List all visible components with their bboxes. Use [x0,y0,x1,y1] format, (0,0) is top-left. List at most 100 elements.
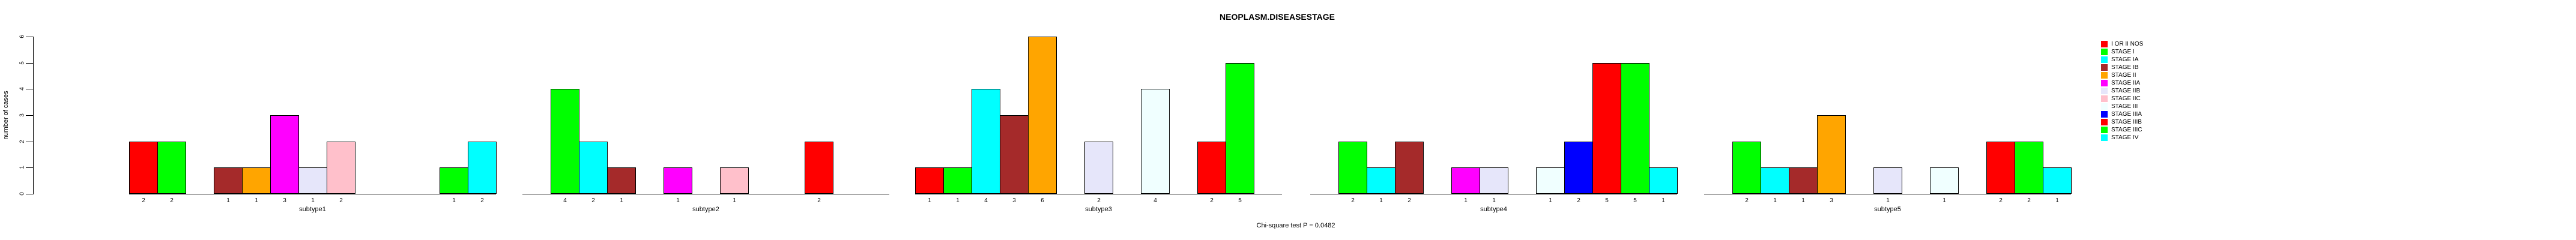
bar-count-label: 1 [1549,197,1552,204]
chi-square-annotation: Chi-square test P = 0.0482 [1256,222,1335,229]
bar-count-label: 5 [1605,197,1609,204]
bar-count-label: 2 [1097,197,1101,204]
y-axis-tick-label: 2 [19,140,26,143]
legend-label: STAGE IA [2111,56,2139,63]
bar [157,142,186,194]
bar [1649,167,1678,194]
y-axis-tick-label: 1 [19,166,26,169]
legend-label: STAGE I [2111,49,2135,55]
legend-label: STAGE IIIB [2111,119,2142,125]
bar [1621,63,1649,194]
bar-count-label: 2 [1999,197,2003,204]
bar [972,89,1000,194]
bar-count-label: 1 [928,197,931,204]
legend-label: STAGE IB [2111,64,2139,71]
legend-label: STAGE IIB [2111,88,2141,94]
legend-swatch [2101,127,2108,133]
bar [1564,142,1593,194]
legend-swatch [2101,56,2108,63]
bar [1000,115,1029,194]
legend-label: STAGE IIA [2111,80,2141,86]
bar-count-label: 2 [1745,197,1749,204]
legend-label: I OR II NOS [2111,41,2144,47]
bar-count-label: 2 [1577,197,1580,204]
bar [298,167,327,194]
bar [1930,167,1959,194]
legend-swatch [2101,49,2108,55]
bar-count-label: 1 [1943,197,1946,204]
bar-count-label: 1 [1379,197,1383,204]
bar-count-label: 1 [1492,197,1496,204]
legend-label: STAGE IIIA [2111,111,2142,118]
bar [214,167,243,194]
bar [440,167,468,194]
legend-label: STAGE II [2111,72,2136,79]
bar [915,167,944,194]
bar [1761,167,1789,194]
bar [1367,167,1395,194]
y-axis-tick [26,167,33,168]
legend-label: STAGE IIC [2111,95,2141,102]
x-axis-category-label: subtype2 [692,206,719,213]
bar-count-label: 1 [2055,197,2059,204]
bar [551,89,579,194]
bar-count-label: 2 [817,197,821,204]
bar-count-label: 1 [1464,197,1468,204]
y-axis-tick-label: 0 [19,192,26,196]
y-axis-line [33,37,34,194]
bar-count-label: 1 [1773,197,1777,204]
bar [1338,142,1367,194]
bar [1592,63,1621,194]
bar-count-label: 1 [311,197,315,204]
bar-count-label: 4 [1153,197,1157,204]
bar-count-label: 2 [1407,197,1411,204]
legend-swatch [2101,41,2108,47]
bar [1817,115,1846,194]
y-axis-tick-label: 5 [19,61,26,65]
y-axis-tick-label: 6 [19,35,26,38]
bar [242,167,271,194]
legend-swatch [2101,95,2108,102]
bar-count-label: 2 [1351,197,1355,204]
bar-count-label: 2 [339,197,343,204]
bar [579,142,608,194]
y-axis-tick [26,63,33,64]
bar [327,142,355,194]
bar-count-label: 2 [1210,197,1214,204]
bar-count-label: 1 [676,197,680,204]
bar [1873,167,1902,194]
bar [1986,142,2015,194]
bar [1084,142,1113,194]
bar [1732,142,1761,194]
legend-swatch [2101,119,2108,125]
bar [805,142,833,194]
bar-count-label: 3 [283,197,286,204]
bar [1395,142,1424,194]
bar-count-label: 1 [956,197,960,204]
bar-count-label: 1 [226,197,230,204]
legend-swatch [2101,72,2108,79]
legend-swatch [2101,80,2108,86]
bar-count-label: 3 [1012,197,1016,204]
bar [1480,167,1508,194]
legend-label: STAGE IIIC [2111,127,2142,133]
x-axis-category-label: subtype4 [1480,206,1507,213]
bar [1197,142,1226,194]
bar-count-label: 1 [255,197,258,204]
bar-count-label: 2 [142,197,145,204]
bar [1789,167,1818,194]
bar [1028,37,1057,194]
bar [607,167,636,194]
bar-count-label: 2 [591,197,595,204]
y-axis-tick-label: 3 [19,113,26,117]
bar [720,167,749,194]
bar-count-label: 4 [563,197,567,204]
legend-swatch [2101,103,2108,110]
bar [1451,167,1480,194]
bar-count-label: 1 [733,197,736,204]
legend-label: STAGE III [2111,103,2138,110]
bar [468,142,497,194]
legend-swatch [2101,111,2108,118]
bar [270,115,299,194]
